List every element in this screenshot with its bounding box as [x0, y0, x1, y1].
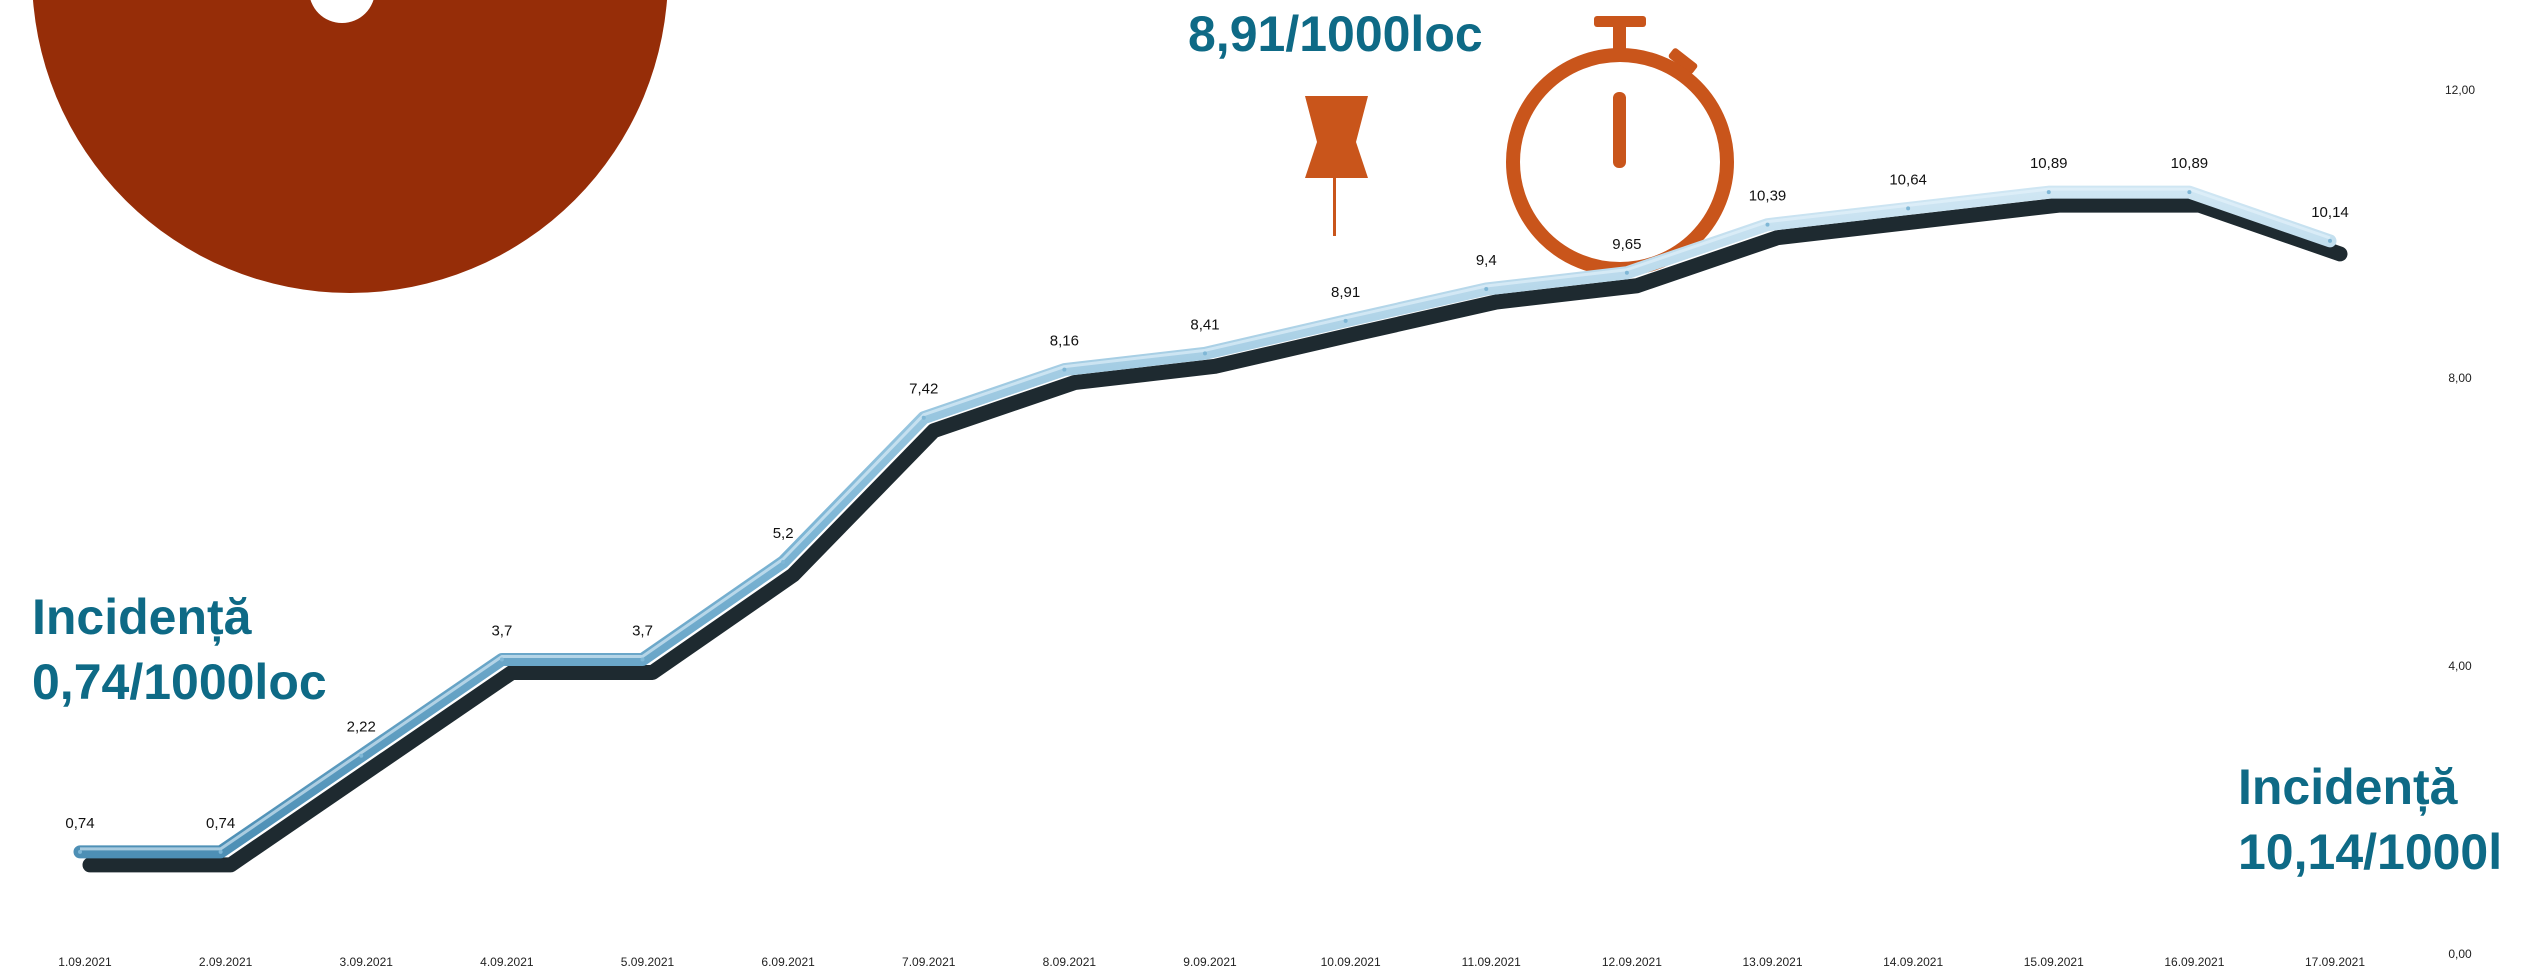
- x-tick-label: 9.09.2021: [1183, 955, 1237, 968]
- data-point: [2187, 190, 2192, 195]
- data-point: [1484, 287, 1489, 291]
- x-tick-label: 7.09.2021: [902, 955, 956, 968]
- data-point: [1624, 270, 1629, 275]
- data-label: 9,65: [1612, 236, 1641, 253]
- data-point: [640, 657, 645, 662]
- data-point: [1765, 222, 1770, 227]
- data-point: [2328, 238, 2332, 243]
- data-point: [1203, 351, 1207, 356]
- data-point: [499, 657, 504, 662]
- data-label: 10,39: [1749, 188, 1787, 205]
- x-tick-label: 17.09.2021: [2305, 955, 2365, 968]
- data-label: 3,7: [632, 623, 653, 640]
- annotation-left-title: Incidență: [32, 589, 252, 645]
- x-tick-label: 16.09.2021: [2164, 955, 2224, 968]
- data-label: 10,64: [1889, 171, 1927, 188]
- push-pin-icon: [1305, 96, 1368, 236]
- x-tick-label: 12.09.2021: [1602, 955, 1662, 968]
- stopwatch-icon: [1506, 16, 1734, 276]
- x-tick-label: 6.09.2021: [761, 955, 815, 968]
- y-tick-label: 12,00: [2445, 83, 2475, 97]
- y-tick-label: 4,00: [2448, 659, 2472, 673]
- annotation-left-value: 0,74/1000loc: [32, 654, 327, 710]
- x-tick-label: 13.09.2021: [1742, 955, 1802, 968]
- series-line: [73, 185, 2337, 859]
- data-label: 0,74: [65, 815, 94, 832]
- annotation-right-value: 10,14/1000l: [2238, 824, 2503, 880]
- data-label: 10,14: [2311, 204, 2349, 221]
- data-label: 8,16: [1050, 333, 1079, 350]
- data-label: 10,89: [2030, 155, 2068, 172]
- x-tick-label: 8.09.2021: [1043, 955, 1097, 968]
- data-label: 8,41: [1190, 316, 1219, 333]
- series-line-shadow: [82, 197, 2348, 873]
- x-tick-label: 14.09.2021: [1883, 955, 1943, 968]
- x-tick-label: 15.09.2021: [2024, 955, 2084, 968]
- data-label: 8,91: [1331, 284, 1360, 301]
- data-point: [1906, 206, 1911, 211]
- series-line-highlight: [80, 187, 2331, 851]
- data-point: [2046, 190, 2051, 195]
- circle-graphic: [33, 0, 667, 293]
- x-tick-label: 10.09.2021: [1321, 955, 1381, 968]
- data-point: [921, 415, 926, 420]
- data-label: 10,89: [2171, 155, 2209, 172]
- annotation-left: Incidență 0,74/1000loc: [32, 585, 327, 715]
- x-tick-label: 11.09.2021: [1462, 955, 1521, 968]
- data-point: [78, 849, 82, 854]
- x-tick-label: 5.09.2021: [621, 955, 675, 968]
- y-tick-label: 8,00: [2448, 371, 2472, 385]
- data-point: [1062, 367, 1067, 372]
- data-label: 0,74: [206, 815, 235, 832]
- x-tick-label: 4.09.2021: [480, 955, 534, 968]
- x-tick-label: 1.09.2021: [58, 955, 112, 968]
- annotation-right: Incidență 10,14/1000l: [2238, 755, 2502, 885]
- data-label: 7,42: [909, 381, 938, 398]
- data-label: 9,4: [1476, 252, 1497, 269]
- x-tick-label: 2.09.2021: [199, 955, 253, 968]
- data-point: [1343, 318, 1348, 323]
- data-label: 5,2: [773, 525, 794, 542]
- data-point: [359, 753, 364, 758]
- data-label: 3,7: [491, 623, 512, 640]
- data-point: [218, 849, 223, 854]
- data-label: 2,22: [347, 719, 376, 736]
- x-tick-label: 3.09.2021: [340, 955, 394, 968]
- annotation-right-title: Incidență: [2238, 759, 2458, 815]
- data-point: [781, 560, 786, 564]
- y-tick-label: 0,00: [2448, 947, 2472, 961]
- annotation-top: 8,91/1000loc: [1188, 6, 1483, 62]
